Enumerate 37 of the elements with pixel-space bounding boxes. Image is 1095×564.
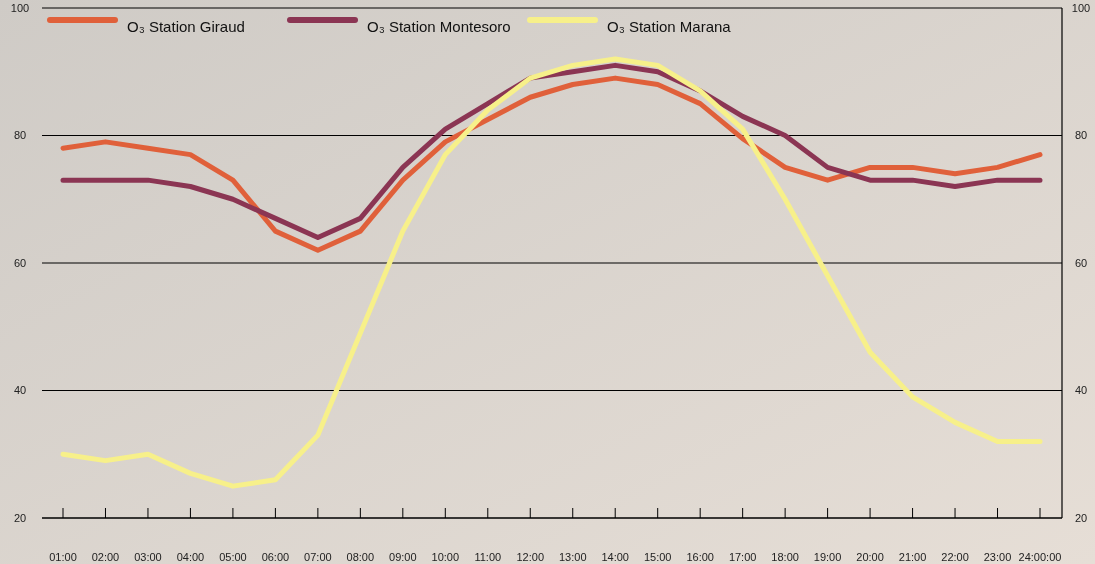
x-tick-label: 20:00 [856,551,884,563]
x-tick-label: 02:00 [91,551,120,563]
y2-tick-label: 100 [1071,1,1091,14]
x-tick-label: 12:00 [516,551,545,563]
y2-tick-label: 60 [1074,256,1088,269]
x-tick-label: 06:00 [261,551,290,563]
legend-label: O₃ Station Giraud [127,18,245,35]
x-tick-label: 17:00 [728,551,757,563]
x-tick-label: 04:00 [176,551,205,563]
y-tick-label: 40 [13,384,27,397]
x-tick-label: 15:00 [643,551,672,563]
x-tick-label: 16:00 [686,551,714,563]
x-tick-label: 08:00 [346,551,375,563]
y-tick-label: 100 [10,1,30,14]
legend-label: O₃ Station Marana [607,18,732,35]
x-tick-label: 10:00 [431,551,460,563]
x-tick-label: 22:00 [941,551,969,563]
x-tick-label: 23:00 [983,551,1012,563]
x-tick-label: 24:00:00 [1018,551,1062,563]
y-tick-label: 60 [13,256,27,269]
y2-tick-label: 20 [1074,511,1088,524]
x-tick-label: 09:00 [389,551,417,563]
x-tick-label: 03:00 [134,551,162,563]
y-tick-label: 20 [13,511,27,524]
legend-label: O₃ Station Montesoro [367,18,511,35]
y-tick-label: 80 [13,129,27,142]
x-tick-label: 14:00 [601,551,629,563]
x-tick-label: 19:00 [813,551,842,563]
y2-tick-label: 40 [1074,384,1088,397]
x-tick-label: 18:00 [771,551,799,563]
x-tick-label: 01:00 [49,551,77,563]
x-tick-label: 05:00 [219,551,247,563]
x-tick-label: 21:00 [898,551,927,563]
y2-tick-label: 80 [1074,129,1088,142]
x-tick-label: 07:00 [304,551,332,563]
x-tick-label: 13:00 [558,551,587,563]
x-tick-label: 11:00 [474,551,502,563]
